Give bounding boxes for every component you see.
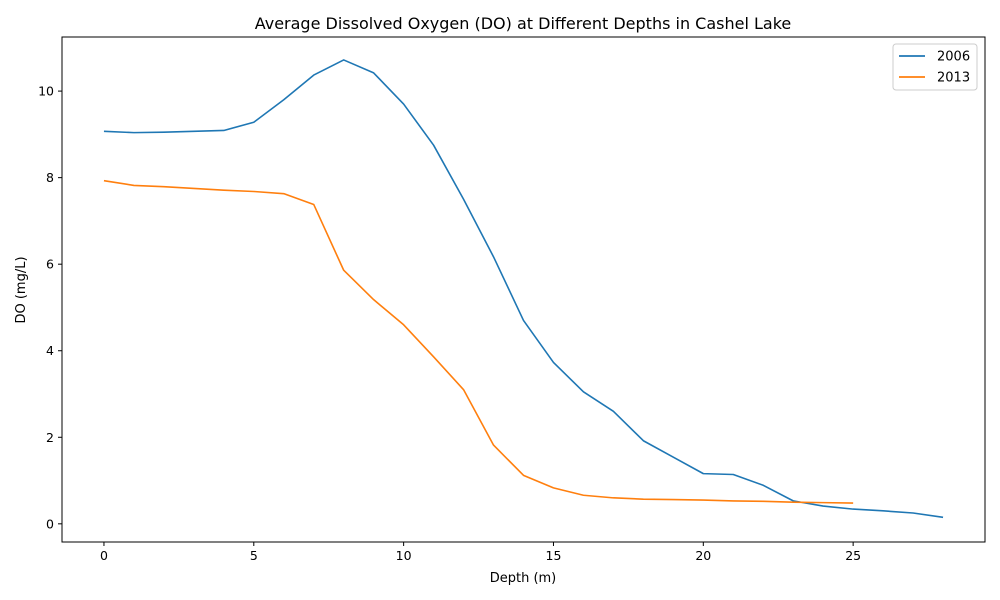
plot-area: [103, 59, 944, 519]
x-tick-label: 10: [396, 548, 412, 563]
y-axis-label: DO (mg/L): [14, 256, 29, 323]
chart-title: Average Dissolved Oxygen (DO) at Differe…: [255, 14, 792, 33]
series-line-2013: [103, 179, 854, 504]
x-axis-label: Depth (m): [490, 571, 557, 586]
series-line-2006: [103, 59, 944, 519]
plot-frame: [61, 36, 986, 543]
y-tick-label: 6: [46, 257, 54, 272]
x-tick-label: 20: [695, 548, 711, 563]
x-tick-label: 5: [250, 548, 258, 563]
legend-label-2006: 2006: [937, 50, 970, 65]
x-tick-label: 25: [845, 548, 861, 563]
y-tick-label: 10: [38, 84, 54, 99]
x-tick-label: 0: [100, 548, 108, 563]
x-tick-label: 15: [546, 548, 562, 563]
legend-label-2013: 2013: [937, 71, 970, 86]
y-tick-label: 2: [46, 430, 54, 445]
y-tick-label: 0: [46, 516, 54, 531]
legend: 2006 2013: [892, 43, 978, 91]
axes: 0 5 10 15 20 25 0 2 4 6 8 10: [38, 84, 861, 563]
y-tick-label: 4: [46, 343, 54, 358]
y-tick-label: 8: [46, 170, 54, 185]
